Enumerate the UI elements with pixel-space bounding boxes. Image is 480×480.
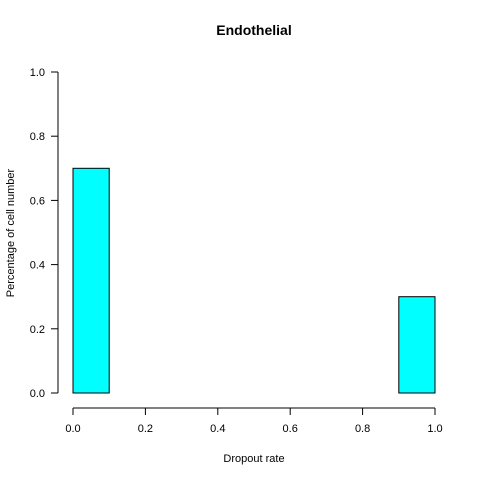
y-tick-label: 0.0 — [30, 388, 45, 400]
histogram-bar — [398, 296, 436, 394]
y-tick-label: 0.6 — [30, 195, 45, 207]
x-tick-label: 0.8 — [355, 423, 370, 435]
y-tick-label: 0.2 — [30, 324, 45, 336]
x-tick-label: 0.2 — [138, 423, 153, 435]
bars-group — [72, 167, 436, 394]
y-tick-label: 0.8 — [30, 131, 45, 143]
x-axis: 0.0 0.2 0.4 0.6 0.8 1.0 — [65, 407, 443, 435]
x-tick-label: 0.0 — [65, 423, 80, 435]
y-axis-label: Percentage of cell number — [5, 168, 17, 297]
x-tick-label: 1.0 — [427, 423, 442, 435]
chart-title: Endothelial — [216, 22, 291, 38]
y-tick-label: 1.0 — [30, 67, 45, 79]
x-tick-label: 0.6 — [283, 423, 298, 435]
y-tick-label: 0.4 — [30, 260, 45, 272]
x-tick-label: 0.4 — [210, 423, 225, 435]
histogram-bar — [72, 167, 110, 394]
x-axis-label: Dropout rate — [223, 453, 284, 465]
y-axis: 0.0 0.2 0.4 0.6 0.8 1.0 — [30, 67, 59, 400]
